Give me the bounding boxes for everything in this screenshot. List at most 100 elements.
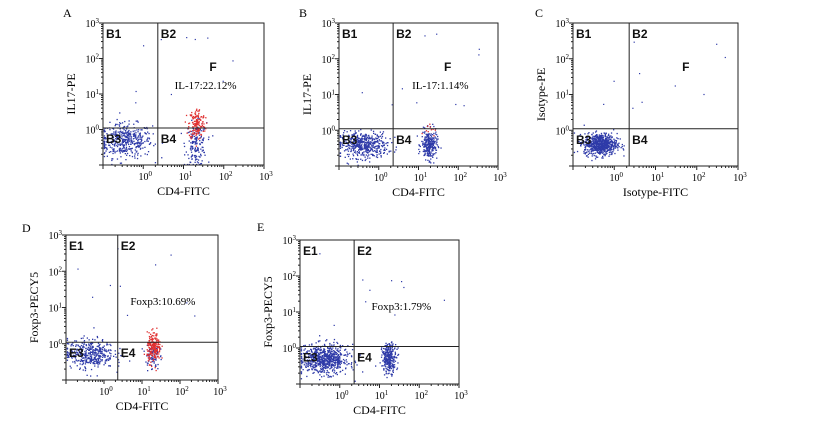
data-point bbox=[198, 134, 201, 136]
data-point bbox=[372, 130, 375, 132]
data-point bbox=[94, 357, 96, 360]
data-point bbox=[381, 354, 383, 356]
data-point bbox=[381, 141, 383, 143]
data-point bbox=[106, 351, 108, 353]
data-point bbox=[155, 350, 157, 353]
data-point bbox=[598, 148, 600, 150]
data-point bbox=[314, 366, 316, 368]
data-point bbox=[426, 147, 429, 149]
scatter-points bbox=[339, 33, 480, 166]
data-point bbox=[93, 349, 95, 351]
data-point bbox=[300, 347, 303, 349]
data-point bbox=[428, 135, 430, 137]
data-point bbox=[93, 360, 96, 362]
data-point bbox=[383, 354, 386, 356]
data-point bbox=[361, 141, 363, 143]
data-point bbox=[170, 254, 172, 256]
x-tick-label: 102 bbox=[219, 170, 233, 183]
data-point bbox=[384, 356, 386, 358]
data-point bbox=[139, 136, 141, 138]
data-point bbox=[72, 352, 74, 354]
data-point bbox=[357, 145, 359, 147]
data-point bbox=[150, 342, 152, 344]
data-point bbox=[105, 141, 108, 143]
data-point bbox=[151, 344, 153, 347]
data-point bbox=[356, 153, 358, 155]
data-point bbox=[135, 146, 137, 148]
data-point bbox=[422, 141, 424, 143]
data-point bbox=[157, 342, 160, 344]
data-point bbox=[126, 149, 128, 151]
data-point bbox=[170, 93, 172, 96]
data-point bbox=[185, 151, 187, 153]
data-point bbox=[204, 130, 206, 132]
data-point bbox=[126, 141, 128, 144]
data-point bbox=[573, 132, 576, 134]
data-point bbox=[77, 345, 80, 347]
data-point bbox=[363, 146, 365, 148]
data-point bbox=[324, 351, 326, 353]
data-point bbox=[365, 154, 367, 156]
data-point bbox=[131, 151, 133, 153]
data-point bbox=[609, 150, 611, 152]
data-point bbox=[138, 141, 140, 143]
data-point bbox=[391, 359, 393, 362]
data-point bbox=[376, 148, 378, 150]
data-point bbox=[340, 362, 342, 364]
data-point bbox=[82, 360, 84, 363]
data-point bbox=[124, 150, 126, 152]
data-point bbox=[623, 145, 625, 147]
data-point bbox=[613, 142, 615, 144]
scatter-points bbox=[66, 248, 196, 377]
data-point bbox=[147, 344, 149, 347]
data-point bbox=[325, 355, 327, 358]
data-point bbox=[621, 145, 623, 148]
data-point bbox=[193, 140, 195, 143]
data-point bbox=[97, 350, 99, 352]
data-point bbox=[324, 365, 327, 367]
data-point bbox=[608, 136, 610, 139]
data-point bbox=[155, 351, 158, 353]
data-point bbox=[158, 347, 161, 349]
data-point bbox=[147, 137, 149, 139]
data-point bbox=[339, 364, 341, 366]
data-point bbox=[199, 137, 201, 139]
data-point bbox=[584, 147, 587, 149]
data-point bbox=[375, 138, 377, 140]
data-point bbox=[196, 136, 199, 138]
data-point bbox=[587, 133, 589, 135]
data-point bbox=[599, 153, 601, 155]
data-point bbox=[337, 358, 339, 360]
data-point bbox=[102, 339, 104, 341]
data-point bbox=[157, 368, 159, 370]
data-point bbox=[111, 136, 114, 138]
data-point bbox=[592, 149, 594, 151]
data-point bbox=[158, 346, 160, 349]
data-point bbox=[135, 151, 137, 153]
data-point bbox=[431, 138, 433, 140]
data-point bbox=[135, 136, 137, 139]
data-point bbox=[148, 143, 151, 145]
data-point bbox=[195, 149, 197, 151]
data-point bbox=[326, 374, 328, 376]
data-point bbox=[75, 359, 77, 361]
data-point bbox=[148, 342, 150, 344]
data-point bbox=[90, 355, 92, 357]
data-point bbox=[379, 150, 381, 152]
data-point bbox=[612, 148, 615, 150]
data-point bbox=[316, 354, 318, 356]
data-point bbox=[94, 362, 96, 365]
data-point bbox=[109, 146, 111, 148]
y-tick-label: 100 bbox=[556, 124, 570, 137]
data-point bbox=[360, 134, 362, 136]
data-point bbox=[326, 359, 328, 361]
data-point bbox=[130, 148, 132, 150]
data-point bbox=[368, 146, 370, 148]
data-point bbox=[428, 143, 430, 145]
data-point bbox=[346, 142, 348, 144]
data-point bbox=[315, 346, 318, 348]
data-point bbox=[336, 363, 338, 365]
data-point bbox=[111, 159, 113, 162]
data-point bbox=[72, 361, 74, 363]
data-point bbox=[92, 349, 94, 351]
